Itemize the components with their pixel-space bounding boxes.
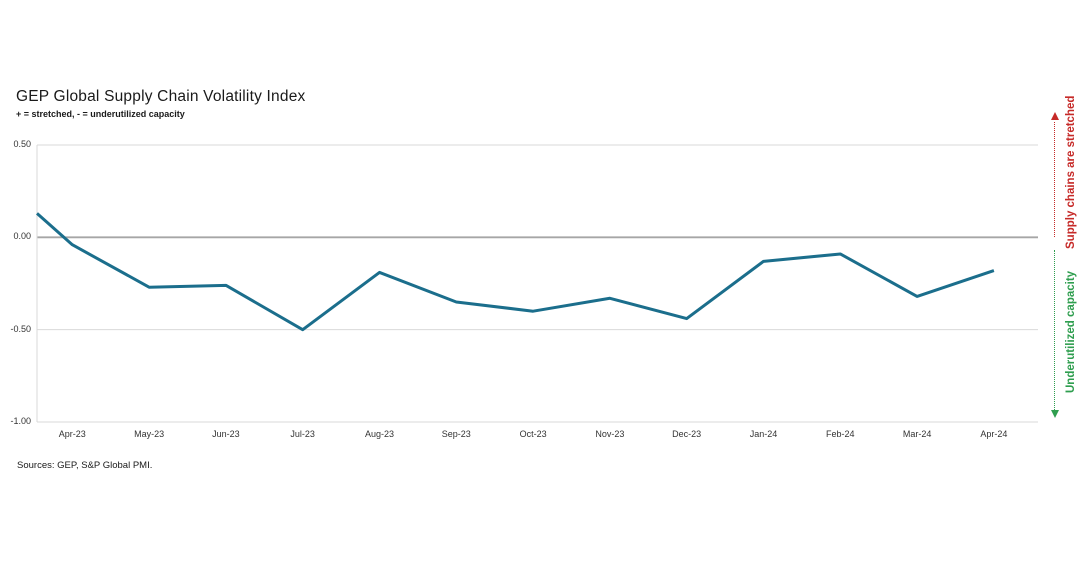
- x-axis-label: Oct-23: [519, 429, 547, 439]
- x-axis-label: Jan-24: [749, 429, 778, 439]
- y-axis-label: 0.00: [13, 231, 31, 242]
- x-axis-label: Sep-23: [441, 429, 471, 439]
- volatility-index-line: [36, 212, 995, 332]
- x-axis-label: Apr-24: [980, 429, 1008, 439]
- x-axis-label: Nov-23: [595, 429, 625, 439]
- x-axis-label: Aug-23: [364, 429, 395, 439]
- x-axis-label: Jul-23: [290, 429, 315, 439]
- chart-subtitle: + = stretched, - = underutilized capacit…: [16, 109, 185, 119]
- underutilized-arrow-line: [1054, 250, 1055, 410]
- x-axis-label: Dec-23: [672, 429, 702, 439]
- x-axis-label: May-23: [134, 429, 165, 439]
- up-arrow-icon: [1051, 112, 1059, 120]
- x-axis-label: Feb-24: [826, 429, 855, 439]
- stretched-label: Supply chains are stretched: [1065, 95, 1077, 249]
- chart-title: GEP Global Supply Chain Volatility Index: [16, 88, 306, 105]
- down-arrow-icon: [1051, 410, 1059, 418]
- underutilized-label: Underutilized capacity: [1065, 270, 1077, 394]
- x-axis-label: Jun-23: [212, 429, 240, 439]
- y-axis-label: 0.50: [13, 139, 31, 149]
- x-axis-label: Apr-23: [58, 429, 86, 439]
- y-axis-label: -0.50: [10, 323, 31, 334]
- stretched-arrow-line: [1054, 122, 1055, 237]
- x-axis-label: Mar-24: [902, 429, 932, 439]
- y-axis-label: -1.00: [10, 416, 31, 426]
- sources-note: Sources: GEP, S&P Global PMI.: [17, 460, 153, 471]
